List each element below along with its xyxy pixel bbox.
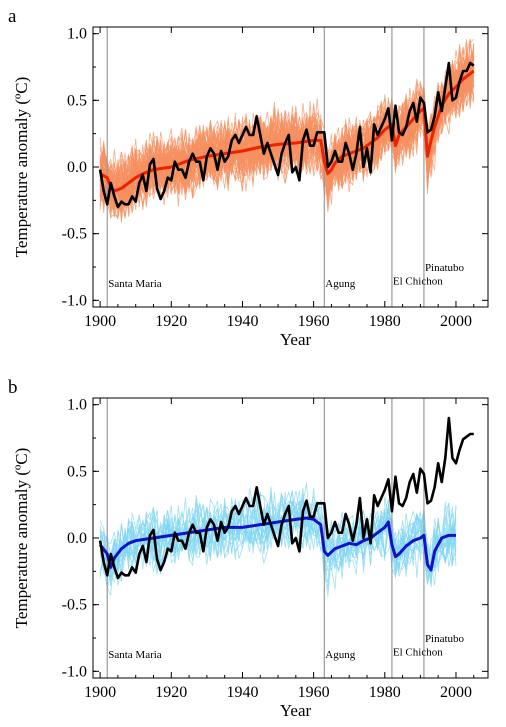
x-tick-label: 1940 xyxy=(226,684,258,701)
x-tick-label: 1900 xyxy=(84,313,116,330)
volcano-label: Pinatubo xyxy=(425,633,465,645)
y-tick-label: 0.0 xyxy=(67,159,87,176)
panel-letter-b: b xyxy=(8,377,18,398)
y-tick-label: -0.5 xyxy=(62,597,87,614)
ticks-a: 1900 1920 1940 1960 1980 2000 -1.0 -0.5 0.0 0.5 1.… xyxy=(62,26,488,330)
y-tick-label: 1.0 xyxy=(67,26,87,43)
volcano-label: El Chichon xyxy=(393,275,443,287)
panel-b: b 1900 1920 1940 1960 1980 2000 -1.0 -0.5 0.0 0.5… xyxy=(8,377,489,720)
y-axis-label-b: Temperature anomaly (ºC) xyxy=(12,448,31,629)
ensemble-members-a xyxy=(99,38,475,223)
ensemble-member-line xyxy=(99,493,457,583)
x-tick-label: 1920 xyxy=(155,684,187,701)
y-tick-label: -1.0 xyxy=(62,663,87,680)
y-axis-label-a: Temperature anomaly (ºC) xyxy=(12,77,31,258)
ensemble-member-line xyxy=(99,488,457,588)
x-tick-label: 2000 xyxy=(440,684,472,701)
y-tick-label: -0.5 xyxy=(62,226,87,243)
ensemble-member-line xyxy=(99,61,475,220)
x-tick-label: 2000 xyxy=(440,313,472,330)
x-tick-label: 1960 xyxy=(298,313,330,330)
observed-line-a xyxy=(98,61,475,209)
volcano-label: Agung xyxy=(325,649,355,661)
y-tick-label: 0.5 xyxy=(67,92,87,109)
panel-a: a 1900 1920 1940 1960 1980 2000 -1.0 -0.5 0.0 0.5… xyxy=(8,6,489,349)
volcano-label: Santa Maria xyxy=(108,278,162,290)
observed-line xyxy=(98,416,474,580)
observed-line xyxy=(98,61,475,209)
x-tick-label: 1940 xyxy=(226,313,258,330)
x-axis-label-a: Year xyxy=(280,330,312,349)
panel-letter-a: a xyxy=(8,6,17,27)
ticks-b: 1900 1920 1940 1960 1980 2000 -1.0 -0.5 0.0 0.5 1.… xyxy=(62,397,488,701)
x-tick-label: 1900 xyxy=(84,684,116,701)
y-tick-label: 0.0 xyxy=(67,530,87,547)
x-tick-label: 1980 xyxy=(369,684,401,701)
observed-line-b xyxy=(98,416,474,580)
volcano-lines-a xyxy=(106,27,425,307)
volcano-label: Pinatubo xyxy=(425,262,465,274)
volcano-label: Agung xyxy=(325,278,355,290)
x-tick-label: 1980 xyxy=(369,313,401,330)
x-axis-label-b: Year xyxy=(280,701,312,720)
volcano-label: Santa Maria xyxy=(108,649,162,661)
y-tick-label: 1.0 xyxy=(67,397,87,414)
x-tick-label: 1960 xyxy=(298,684,330,701)
volcano-label: El Chichon xyxy=(393,646,443,658)
y-tick-label: 0.5 xyxy=(67,463,87,480)
x-tick-label: 1920 xyxy=(155,313,187,330)
y-tick-label: -1.0 xyxy=(62,292,87,309)
